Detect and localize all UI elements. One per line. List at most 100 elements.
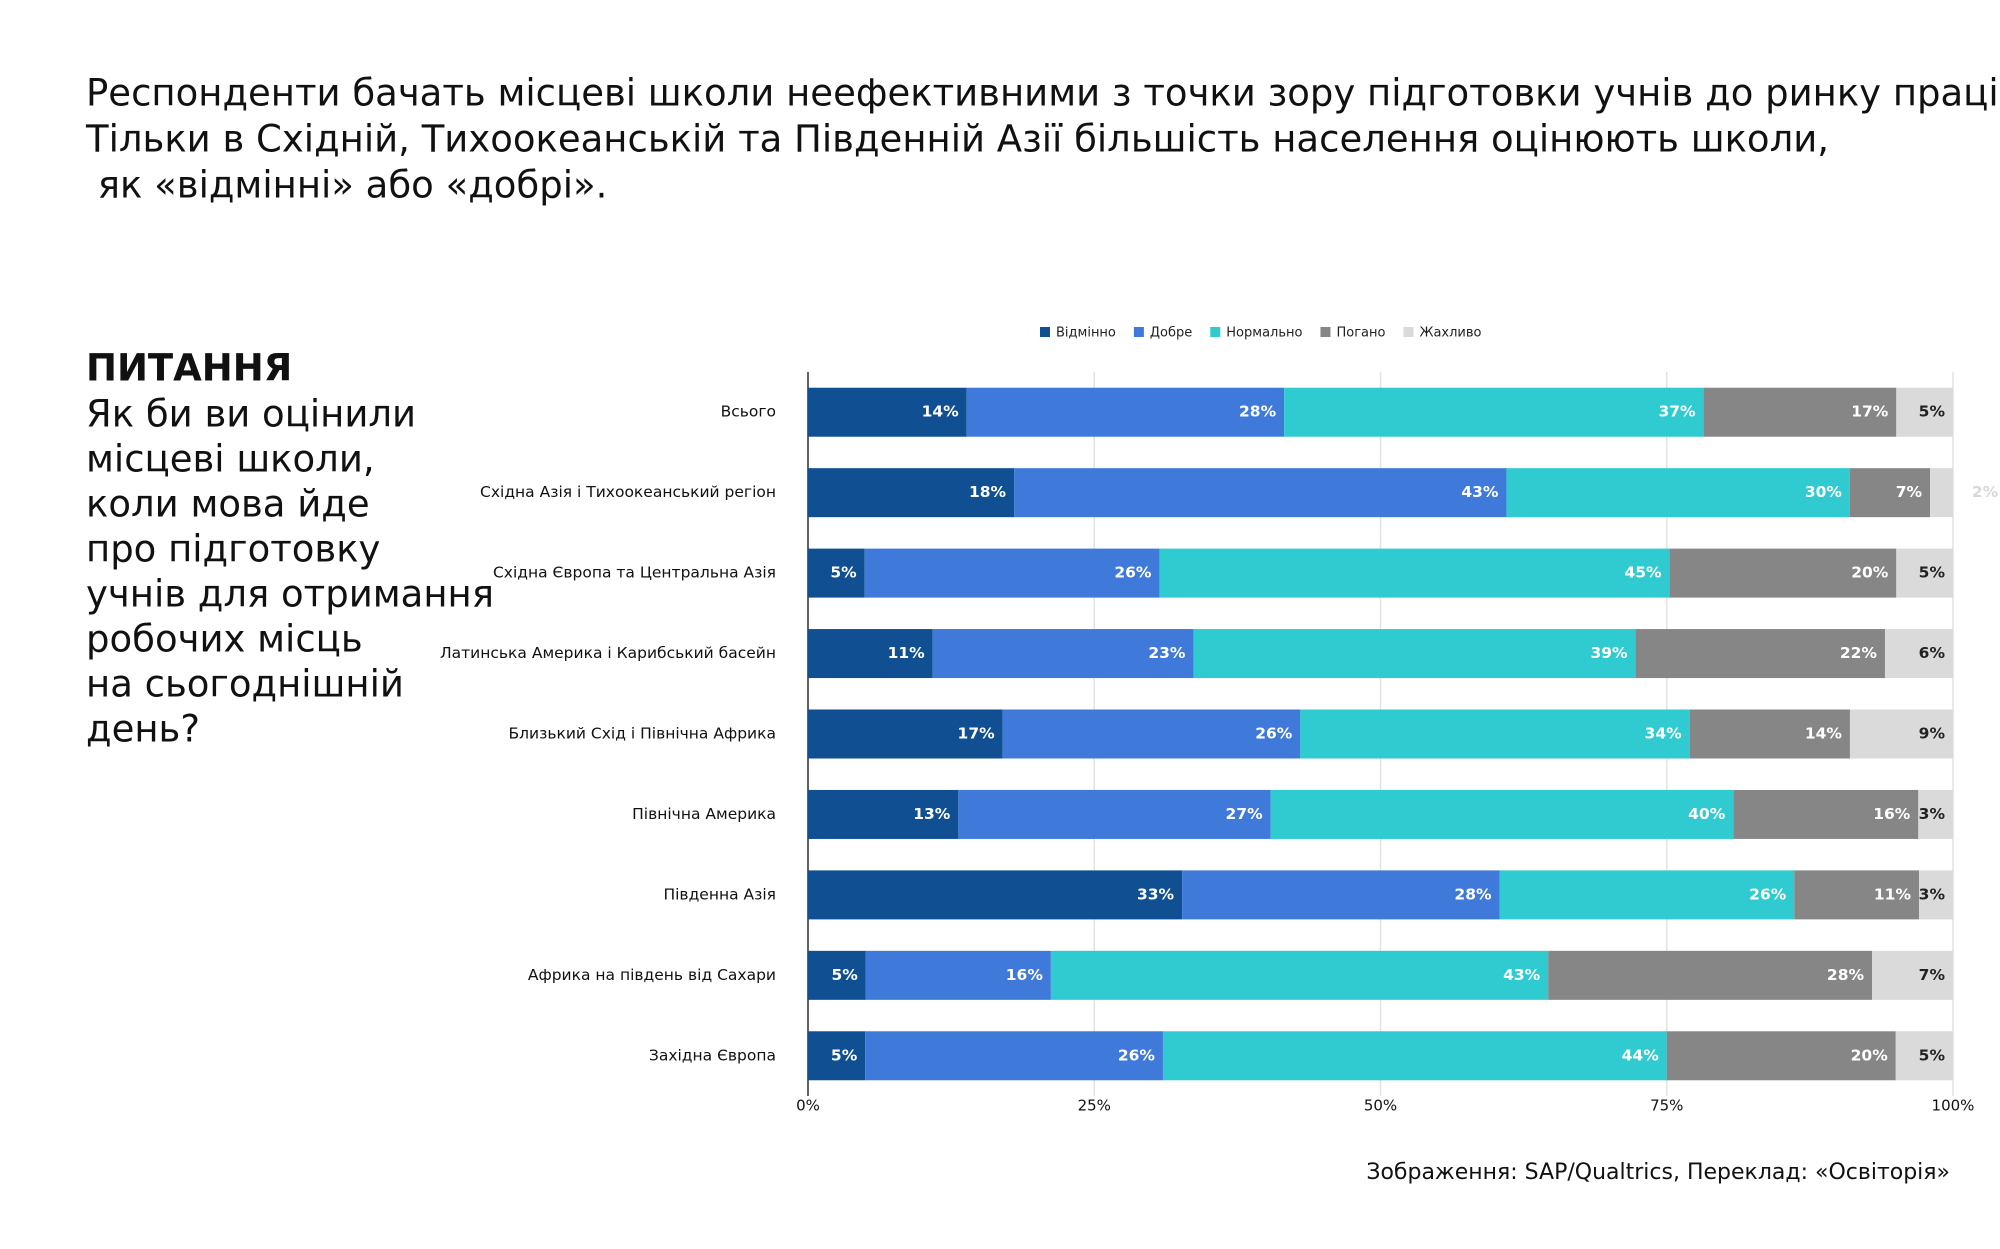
value-label: 3% [1919,805,1946,823]
question-line: день? [86,708,200,751]
bar-segment [1193,629,1636,679]
value-label: 37% [1658,403,1696,421]
bar-segment [966,387,1285,437]
bar-segment [808,629,933,679]
x-tick-label: 100% [1932,1097,1975,1115]
y-tick-label: Латинська Америка і Карибський басейн [440,644,776,662]
legend-swatch [1320,327,1331,337]
bar-segment [1182,870,1500,920]
value-label: 45% [1624,564,1662,582]
x-tick-label: 25% [1078,1097,1111,1115]
value-label: 11% [888,644,926,662]
bar-segment [808,950,866,1000]
bar-segment [1896,548,1953,598]
value-label: 43% [1461,483,1499,501]
y-tick-label: Східна Європа та Центральна Азія [493,564,776,582]
question-line: на сьогоднішній [86,663,404,706]
value-label: 2% [1972,483,1999,501]
bar-segment [1014,468,1507,518]
value-label: 39% [1590,644,1628,662]
bar-segment [1849,709,1953,759]
value-label: 26% [1118,1046,1156,1064]
value-label: 28% [1827,966,1865,984]
value-label: 7% [1896,483,1923,501]
bar-segment [865,950,1051,1000]
value-label: 5% [831,1046,858,1064]
y-tick-label: Близький Схід і Північна Африка [509,725,777,743]
value-label: 13% [913,805,951,823]
bar-segment [808,548,865,598]
bar-segment [1689,709,1850,759]
value-label: 33% [1137,885,1175,903]
bar-segment [808,789,959,839]
value-label: 30% [1805,483,1843,501]
bar-segment [865,1031,1163,1081]
header-line: Тільки в Східній, Тихоокеанській та Півд… [85,118,1829,161]
bar-segment [958,789,1271,839]
bar-segment [1703,387,1897,437]
bar-segment [808,468,1015,518]
value-label: 44% [1622,1046,1660,1064]
value-label: 22% [1840,644,1878,662]
value-label: 3% [1919,885,1946,903]
value-label: 14% [1805,725,1843,743]
value-label: 43% [1503,966,1541,984]
value-label: 28% [1454,885,1492,903]
bar-segment [1895,1031,1953,1081]
bar-segment [1548,950,1873,1000]
bar-segment [1002,709,1301,759]
value-label: 27% [1226,805,1264,823]
y-tick-label: Північна Америка [632,805,776,823]
value-label: 7% [1919,966,1946,984]
value-label: 26% [1114,564,1152,582]
bar-segment [1918,870,1953,920]
value-label: 16% [1873,805,1911,823]
question-line: коли мова йде [86,483,370,526]
question-line: учнів для отримання [86,573,494,616]
value-label: 18% [969,483,1007,501]
value-label: 26% [1749,885,1787,903]
header-line: як «відмінні» або «добрі». [86,164,607,207]
value-label: 17% [1851,403,1889,421]
bar-segment [1270,789,1734,839]
bar-segment [1872,950,1953,1000]
x-tick-label: 75% [1650,1097,1683,1115]
legend-label: Добре [1150,326,1192,341]
question-heading: ПИТАННЯ [86,347,292,390]
bar-segment [1284,387,1704,437]
y-tick-label: Всього [721,403,776,421]
value-label: 28% [1239,403,1277,421]
value-label: 20% [1851,564,1889,582]
source: Зображення: SAP/Qualtrics, Переклад: «Ос… [1366,1160,1950,1185]
bar-segment [1162,1031,1667,1081]
bar-segment [808,709,1003,759]
y-tick-label: Африка на південь від Сахари [528,966,776,984]
question-line: робочих місць [86,618,363,661]
value-label: 40% [1688,805,1726,823]
bar-segment [1666,1031,1896,1081]
legend-swatch [1210,327,1221,337]
bar-segment [1050,950,1549,1000]
value-label: 5% [1919,1046,1946,1064]
bar-segment [1300,709,1690,759]
bar-segment [808,870,1183,920]
value-label: 34% [1645,725,1683,743]
y-tick-label: Південна Азія [663,885,776,903]
value-label: 17% [958,725,996,743]
bar-segment [1918,789,1953,839]
legend-swatch [1403,327,1414,337]
bar-segment [1930,468,1953,518]
legend-label: Погано [1336,326,1385,341]
legend-swatch [1040,327,1050,337]
value-label: 5% [1919,564,1946,582]
value-label: 11% [1874,885,1912,903]
value-label: 5% [832,966,859,984]
bar-segment [1849,468,1931,518]
legend-label: Нормально [1226,326,1302,341]
bar-segment [1159,548,1670,598]
bar-segment [1733,789,1919,839]
value-label: 20% [1851,1046,1889,1064]
bar-segment [1794,870,1919,920]
y-tick-label: Східна Азія і Тихоокеанський регіон [480,483,776,501]
